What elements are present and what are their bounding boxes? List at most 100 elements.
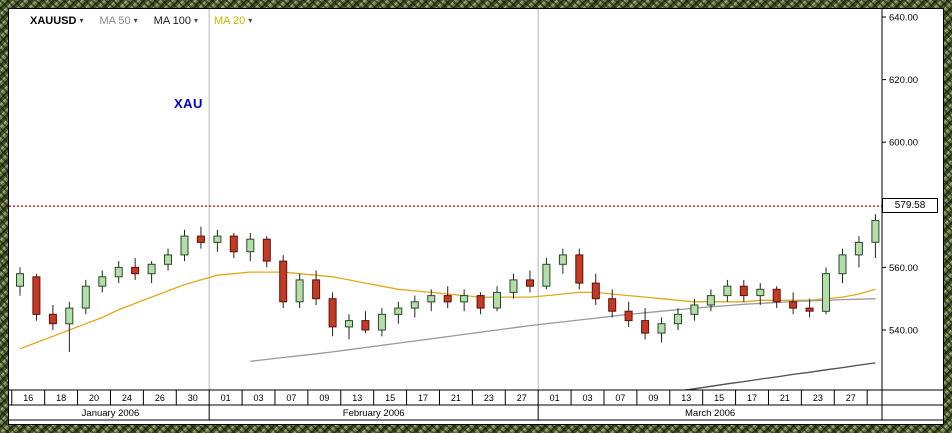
candle-body-down <box>262 238 271 262</box>
symbol-label: XAUUSD <box>30 15 77 27</box>
candle-body-up <box>838 254 847 275</box>
candle-body-up <box>213 235 222 243</box>
candle-body-up <box>854 241 863 256</box>
candle-body-up <box>65 307 74 325</box>
candle-body-down <box>739 285 748 297</box>
ma20-label: MA 20 <box>214 15 246 27</box>
symbol-watermark: XAU <box>174 96 203 111</box>
price-tick-label: 620.00 <box>889 75 918 86</box>
last-price-value: 579.58 <box>894 200 926 212</box>
candle-body-down <box>312 279 321 300</box>
candle-body-down <box>789 301 798 309</box>
ma20-dropdown-icon[interactable]: ▾ <box>248 16 253 25</box>
candle-body-up <box>871 219 880 243</box>
ma50-dropdown-icon[interactable]: ▾ <box>133 16 138 25</box>
chart-inner-border <box>8 8 944 425</box>
date-tick-label: 09 <box>648 393 658 403</box>
candle-body-up <box>509 279 518 293</box>
candle-body-up <box>690 304 699 315</box>
candle-body-down <box>575 254 584 284</box>
date-tick-label: 23 <box>813 393 823 403</box>
symbol-selector[interactable]: XAUUSD ▾ <box>30 15 83 27</box>
candle-body-up <box>295 279 304 303</box>
date-tick-label: 18 <box>56 393 66 403</box>
date-tick-label: 03 <box>583 393 593 403</box>
candle-body-up <box>657 323 666 334</box>
last-price-flag: 579.58 <box>882 198 938 214</box>
date-tick-label: 20 <box>89 393 99 403</box>
month-label: February 2006 <box>343 408 405 419</box>
candle-body-up <box>180 235 189 256</box>
date-tick-label: 01 <box>221 393 231 403</box>
candle-body-down <box>229 235 238 253</box>
price-tick-label: 560.00 <box>889 263 918 274</box>
ma100-label: MA 100 <box>153 15 191 27</box>
date-tick-label: 13 <box>681 393 691 403</box>
date-tick-label: 07 <box>286 393 296 403</box>
ma50-selector[interactable]: MA 50 ▾ <box>99 15 137 27</box>
candle-body-down <box>641 320 650 334</box>
candle-body-up <box>114 266 123 278</box>
candle-body-up <box>723 285 732 297</box>
candle-body-up <box>377 313 386 331</box>
candle-body-down <box>805 307 814 312</box>
candle-body-down <box>196 235 205 243</box>
candle-body-up <box>822 273 830 312</box>
candle-body-down <box>526 279 534 287</box>
ma20-selector[interactable]: MA 20 ▾ <box>214 15 252 27</box>
chart-window: XAUUSD ▾ MA 50 ▾ MA 100 ▾ MA 20 ▾ XAU 64… <box>8 8 944 425</box>
date-tick-label: 26 <box>155 393 165 403</box>
candle-body-up <box>147 263 156 275</box>
ma100-selector[interactable]: MA 100 ▾ <box>154 15 198 27</box>
candle-body-up <box>345 320 353 328</box>
ma100-dropdown-icon[interactable]: ▾ <box>193 16 198 25</box>
candle-body-down <box>772 288 781 303</box>
candlestick-chart[interactable]: 640.00 620.00 600.00 560.00 540.00 16 18 20 24 26… <box>8 8 944 425</box>
month-label: March 2006 <box>685 408 735 419</box>
candle-body-up <box>81 285 90 309</box>
date-tick-label: 21 <box>451 393 461 403</box>
price-tick-label: 540.00 <box>889 326 918 337</box>
date-tick-label: 27 <box>517 393 527 403</box>
date-tick-label: 17 <box>747 393 757 403</box>
ma-line-ma-50 <box>250 298 876 362</box>
date-tick-label: 16 <box>23 393 33 403</box>
candle-body-down <box>608 298 617 312</box>
candle-body-up <box>410 301 419 309</box>
date-tick-label: 07 <box>615 393 625 403</box>
date-tick-label: 01 <box>550 393 560 403</box>
candle-body-up <box>16 273 24 287</box>
candle-body-down <box>131 266 140 275</box>
candle-body-down <box>476 295 485 309</box>
candle-body-up <box>98 276 107 287</box>
candle-body-down <box>361 320 370 331</box>
candle-body-up <box>706 295 715 306</box>
candle-body-up <box>164 254 172 265</box>
candle-body-down <box>624 310 633 322</box>
ma-line-ma-100 <box>680 362 876 390</box>
candle-body-down <box>443 295 452 303</box>
month-label: January 2006 <box>82 408 140 419</box>
candle-body-up <box>427 295 436 303</box>
date-tick-label: 30 <box>188 393 198 403</box>
candles-group <box>16 214 880 352</box>
candle-body-up <box>674 313 682 325</box>
symbol-dropdown-icon[interactable]: ▾ <box>79 16 84 25</box>
candle-body-up <box>756 288 765 297</box>
price-tick-label: 640.00 <box>889 13 918 24</box>
date-tick-label: 27 <box>846 393 856 403</box>
candle-body-up <box>493 291 501 309</box>
candle-body-up <box>460 295 469 303</box>
date-tick-label: 13 <box>352 393 362 403</box>
date-tick-label: 17 <box>418 393 428 403</box>
date-tick-label: 03 <box>254 393 264 403</box>
date-tick-label: 21 <box>780 393 790 403</box>
candle-body-down <box>591 282 600 300</box>
candle-body-down <box>328 298 337 328</box>
date-tick-label: 09 <box>319 393 329 403</box>
price-tick-label: 600.00 <box>889 138 918 149</box>
candle-body-up <box>558 254 567 265</box>
candle-body-up <box>246 238 255 253</box>
chart-legend: XAUUSD ▾ MA 50 ▾ MA 100 ▾ MA 20 ▾ <box>30 15 252 27</box>
ma50-label: MA 50 <box>99 15 131 27</box>
